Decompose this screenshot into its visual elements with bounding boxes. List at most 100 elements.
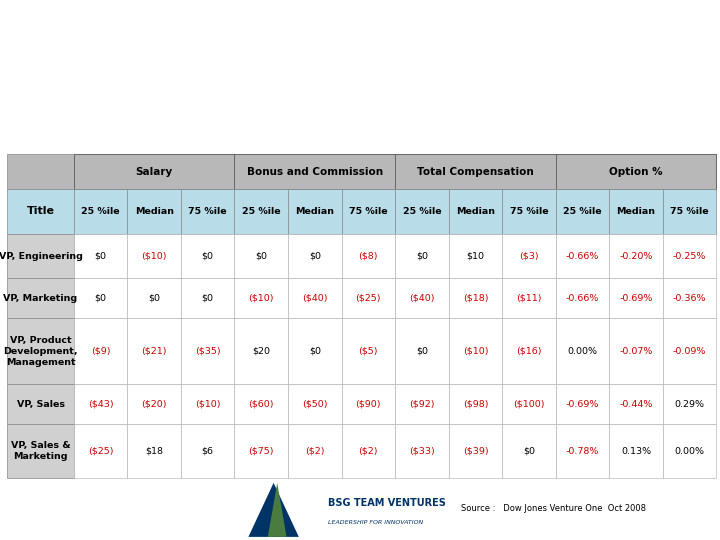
Bar bbox=[127, 318, 181, 384]
Text: ($10): ($10) bbox=[195, 400, 220, 409]
Text: $18: $18 bbox=[145, 447, 163, 456]
Bar bbox=[235, 318, 288, 384]
Polygon shape bbox=[268, 483, 287, 537]
Text: -0.78%: -0.78% bbox=[566, 447, 599, 456]
Bar bbox=[609, 278, 663, 318]
Bar bbox=[449, 189, 503, 234]
Text: ($33): ($33) bbox=[409, 447, 435, 456]
Text: $20: $20 bbox=[252, 347, 270, 356]
Text: VP, Product
Development,
Management: VP, Product Development, Management bbox=[3, 336, 78, 367]
Bar bbox=[609, 189, 663, 234]
Bar bbox=[449, 234, 503, 278]
Bar bbox=[663, 318, 716, 384]
Text: East Coast,
Early vs Later
Stage: East Coast, Early vs Later Stage bbox=[0, 59, 76, 95]
Polygon shape bbox=[248, 483, 299, 537]
Bar bbox=[503, 424, 556, 478]
Text: -0.09%: -0.09% bbox=[673, 347, 706, 356]
Bar bbox=[74, 384, 127, 424]
Bar bbox=[181, 189, 235, 234]
Bar bbox=[503, 384, 556, 424]
Bar bbox=[556, 278, 609, 318]
Bar bbox=[127, 278, 181, 318]
Text: $10: $10 bbox=[467, 252, 485, 260]
Text: ($90): ($90) bbox=[356, 400, 381, 409]
Bar bbox=[235, 278, 288, 318]
Bar bbox=[288, 234, 341, 278]
Bar bbox=[74, 154, 235, 189]
Bar bbox=[127, 189, 181, 234]
Bar bbox=[556, 424, 609, 478]
Text: ($21): ($21) bbox=[141, 347, 167, 356]
Text: VP, Engineering: VP, Engineering bbox=[0, 252, 83, 260]
Bar bbox=[503, 189, 556, 234]
Text: 25 %ile: 25 %ile bbox=[242, 207, 281, 216]
Bar bbox=[235, 424, 288, 478]
Bar bbox=[127, 384, 181, 424]
Text: -0.66%: -0.66% bbox=[566, 294, 599, 303]
Bar bbox=[341, 318, 395, 384]
Text: ($3): ($3) bbox=[519, 252, 539, 260]
Bar bbox=[341, 384, 395, 424]
Text: Source :   Dow Jones Venture One  Oct 2008: Source : Dow Jones Venture One Oct 2008 bbox=[461, 504, 646, 514]
Text: 0.13%: 0.13% bbox=[621, 447, 651, 456]
Text: Median: Median bbox=[616, 207, 656, 216]
Bar bbox=[449, 424, 503, 478]
Text: Vice President-level  |  Information Technology Industry: Vice President-level | Information Techn… bbox=[122, 87, 626, 104]
Bar bbox=[288, 278, 341, 318]
Bar bbox=[449, 318, 503, 384]
Text: $0: $0 bbox=[416, 252, 428, 260]
Text: -0.20%: -0.20% bbox=[619, 252, 653, 260]
Bar bbox=[341, 234, 395, 278]
Bar bbox=[663, 278, 716, 318]
Text: ($8): ($8) bbox=[359, 252, 378, 260]
Text: $0: $0 bbox=[523, 447, 535, 456]
Text: VP, Sales &
Marketing: VP, Sales & Marketing bbox=[11, 441, 71, 461]
Text: -0.44%: -0.44% bbox=[619, 400, 653, 409]
Text: ($5): ($5) bbox=[359, 347, 378, 356]
Bar bbox=[449, 384, 503, 424]
Bar bbox=[395, 154, 556, 189]
Bar bbox=[7, 189, 74, 234]
Text: ($60): ($60) bbox=[248, 400, 274, 409]
Bar bbox=[181, 318, 235, 384]
Bar bbox=[395, 189, 449, 234]
Bar bbox=[235, 234, 288, 278]
Text: -0.25%: -0.25% bbox=[673, 252, 706, 260]
Text: -0.69%: -0.69% bbox=[619, 294, 653, 303]
Bar bbox=[556, 384, 609, 424]
Bar bbox=[288, 318, 341, 384]
Bar bbox=[609, 384, 663, 424]
Bar bbox=[341, 278, 395, 318]
Text: 75 %ile: 75 %ile bbox=[510, 207, 549, 216]
Bar bbox=[7, 234, 74, 278]
Text: ($92): ($92) bbox=[409, 400, 435, 409]
Bar bbox=[556, 189, 609, 234]
Text: Median: Median bbox=[135, 207, 174, 216]
Text: ($10): ($10) bbox=[141, 252, 167, 260]
Text: BSG TEAM VENTURES: BSG TEAM VENTURES bbox=[328, 498, 446, 508]
Text: ($10): ($10) bbox=[248, 294, 274, 303]
Text: ($10): ($10) bbox=[463, 347, 488, 356]
Bar bbox=[503, 318, 556, 384]
Bar bbox=[449, 278, 503, 318]
Bar bbox=[181, 384, 235, 424]
Text: 25 %ile: 25 %ile bbox=[563, 207, 602, 216]
Bar bbox=[288, 384, 341, 424]
Bar bbox=[181, 424, 235, 478]
Text: ($25): ($25) bbox=[88, 447, 113, 456]
Bar bbox=[127, 234, 181, 278]
Text: VP, Sales: VP, Sales bbox=[17, 400, 65, 409]
Text: ($20): ($20) bbox=[141, 400, 167, 409]
Text: Salary: Salary bbox=[135, 166, 173, 177]
Text: ($50): ($50) bbox=[302, 400, 328, 409]
Text: ($2): ($2) bbox=[359, 447, 378, 456]
Bar bbox=[74, 318, 127, 384]
Bar bbox=[395, 234, 449, 278]
Bar bbox=[127, 424, 181, 478]
Text: 0.00%: 0.00% bbox=[675, 447, 705, 456]
Bar bbox=[663, 424, 716, 478]
Text: ($16): ($16) bbox=[516, 347, 541, 356]
Text: $0: $0 bbox=[202, 294, 214, 303]
Bar bbox=[7, 318, 74, 384]
Bar bbox=[74, 278, 127, 318]
